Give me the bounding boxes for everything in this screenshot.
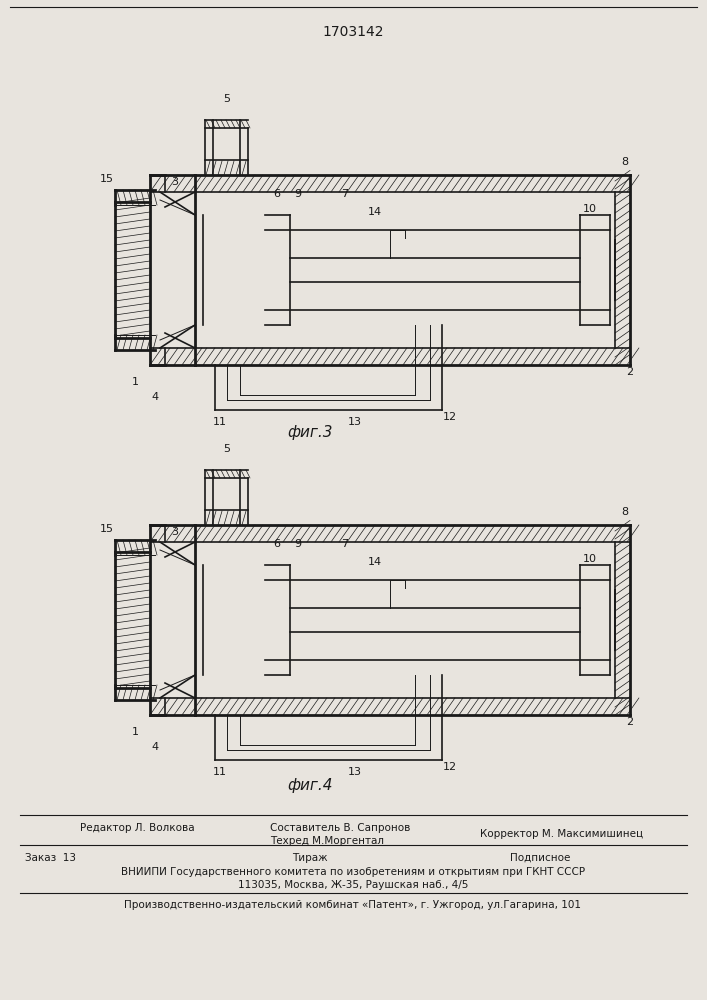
- Text: 2: 2: [626, 367, 633, 377]
- Text: Производственно-издательский комбинат «Патент», г. Ужгород, ул.Гагарина, 101: Производственно-издательский комбинат «П…: [124, 900, 581, 910]
- Text: 113035, Москва, Ж-35, Раушская наб., 4/5: 113035, Москва, Ж-35, Раушская наб., 4/5: [238, 880, 468, 890]
- Text: 8: 8: [621, 507, 629, 517]
- Text: 7: 7: [341, 189, 349, 199]
- Text: Заказ  13: Заказ 13: [25, 853, 76, 863]
- Text: 9: 9: [294, 189, 302, 199]
- Text: 14: 14: [368, 557, 382, 567]
- Text: Подписное: Подписное: [510, 853, 571, 863]
- Text: 12: 12: [443, 762, 457, 772]
- Text: 13: 13: [348, 767, 362, 777]
- Text: Корректор М. Максимишинец: Корректор М. Максимишинец: [480, 829, 643, 839]
- Text: 11: 11: [213, 417, 227, 427]
- Text: Составитель В. Сапронов: Составитель В. Сапронов: [270, 823, 410, 833]
- Text: фиг.3: фиг.3: [287, 425, 333, 440]
- Text: 10: 10: [583, 204, 597, 214]
- Text: 5: 5: [223, 444, 230, 454]
- Text: 11: 11: [213, 767, 227, 777]
- Text: 5: 5: [223, 94, 230, 104]
- Text: 15: 15: [100, 174, 114, 184]
- Text: 9: 9: [294, 539, 302, 549]
- Text: 4: 4: [151, 392, 158, 402]
- Text: 1: 1: [132, 727, 139, 737]
- Text: 1: 1: [132, 377, 139, 387]
- Text: 6: 6: [274, 189, 281, 199]
- Text: 12: 12: [443, 412, 457, 422]
- Text: 10: 10: [583, 554, 597, 564]
- Text: 2: 2: [626, 717, 633, 727]
- Text: ВНИИПИ Государственного комитета по изобретениям и открытиям при ГКНТ СССР: ВНИИПИ Государственного комитета по изоб…: [121, 867, 585, 877]
- Text: 13: 13: [348, 417, 362, 427]
- Text: 3: 3: [172, 527, 178, 537]
- Text: 6: 6: [274, 539, 281, 549]
- Text: Тираж: Тираж: [292, 853, 328, 863]
- Text: 4: 4: [151, 742, 158, 752]
- Text: 8: 8: [621, 157, 629, 167]
- Text: 14: 14: [368, 207, 382, 217]
- Text: 15: 15: [100, 524, 114, 534]
- Text: фиг.4: фиг.4: [287, 778, 333, 793]
- Text: 3: 3: [172, 177, 178, 187]
- Text: 7: 7: [341, 539, 349, 549]
- Text: Редактор Л. Волкова: Редактор Л. Волкова: [80, 823, 194, 833]
- Text: 1703142: 1703142: [322, 25, 384, 39]
- Text: Техред М.Моргентал: Техред М.Моргентал: [270, 836, 384, 846]
